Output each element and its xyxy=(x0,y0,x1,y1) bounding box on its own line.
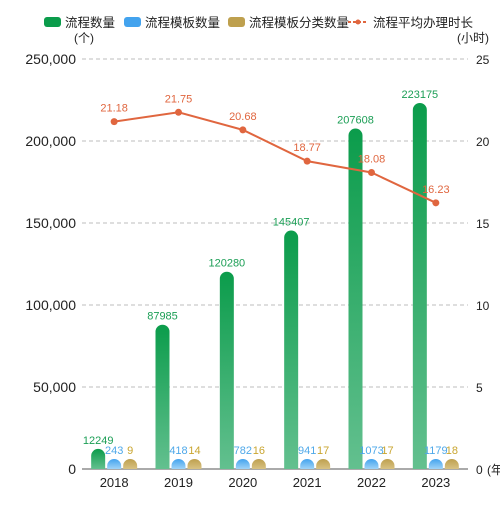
line-value-label: 21.18 xyxy=(100,103,128,115)
line-point xyxy=(368,168,375,176)
bar xyxy=(300,459,315,469)
bar xyxy=(364,459,379,469)
legend-swatch-dot xyxy=(355,19,361,25)
bar-value-label: 782 xyxy=(234,445,252,457)
legend-label: 流程平均办理时长 xyxy=(373,15,474,30)
bar-value-label: 145407 xyxy=(273,217,310,229)
bar xyxy=(251,459,266,469)
bar-value-label: 1073 xyxy=(359,445,383,457)
y-left-tick-label: 250,000 xyxy=(25,51,76,67)
bar xyxy=(428,459,443,469)
bar-value-label: 16 xyxy=(253,445,265,457)
bar-value-label: 87985 xyxy=(147,311,178,323)
y-left-tick-label: 50,000 xyxy=(33,379,76,395)
y-right-tick-label: 20 xyxy=(476,135,490,149)
bar xyxy=(91,448,106,469)
y-right-tick-label: 25 xyxy=(476,53,490,67)
y-right-unit: (小时) xyxy=(457,31,489,45)
line-point xyxy=(239,126,247,134)
bar xyxy=(235,459,250,469)
line-series xyxy=(114,111,437,204)
bar xyxy=(123,459,138,469)
bar xyxy=(380,459,395,469)
bar xyxy=(348,128,363,469)
bar xyxy=(316,459,331,469)
bar xyxy=(155,324,170,469)
y-left-tick-label: 200,000 xyxy=(25,133,76,149)
x-tick-label: 2018 xyxy=(100,475,129,490)
bar-value-label: 223175 xyxy=(401,89,438,101)
line-value-label: 18.77 xyxy=(293,142,321,154)
legend-swatch xyxy=(228,17,245,27)
x-tick-label: 2022 xyxy=(357,475,386,490)
legend-label: 流程模板数量 xyxy=(145,15,220,30)
line-value-label: 21.75 xyxy=(165,93,193,105)
bar xyxy=(412,102,427,470)
bar-value-label: 17 xyxy=(317,445,329,457)
line-point xyxy=(110,118,118,126)
bar xyxy=(219,271,234,469)
bar xyxy=(284,230,299,469)
line-value-label: 20.68 xyxy=(229,111,257,123)
y-left-unit: (个) xyxy=(74,31,94,45)
y-right-tick-label: 15 xyxy=(476,217,490,231)
x-axis-unit: (年 xyxy=(487,463,500,477)
x-tick-label: 2019 xyxy=(164,475,193,490)
bar-value-label: 207608 xyxy=(337,115,374,127)
bar-value-label: 9 xyxy=(127,445,133,457)
bar-value-label: 941 xyxy=(298,445,316,457)
bar xyxy=(187,459,202,469)
bar-value-label: 1179 xyxy=(424,445,448,457)
line-value-label: 18.08 xyxy=(358,153,386,165)
legend-swatch xyxy=(44,17,61,27)
legend-label: 流程数量 xyxy=(65,15,115,30)
x-tick-label: 2023 xyxy=(421,475,450,490)
line-point xyxy=(303,157,311,165)
bar-value-label: 120280 xyxy=(208,258,245,270)
bar-value-label: 14 xyxy=(188,445,200,457)
legend-label: 流程模板分类数量 xyxy=(249,15,349,30)
bar-value-label: 17 xyxy=(381,445,393,457)
x-tick-label: 2021 xyxy=(293,475,322,490)
bar-value-label: 12249 xyxy=(83,435,114,447)
bar-value-label: 243 xyxy=(105,445,123,457)
legend-swatch xyxy=(124,17,141,27)
bar xyxy=(444,459,459,469)
line-point xyxy=(432,199,440,207)
y-right-tick-label: 0 xyxy=(476,463,483,477)
x-tick-label: 2020 xyxy=(228,475,257,490)
y-left-tick-label: 100,000 xyxy=(25,297,76,313)
y-left-tick-label: 150,000 xyxy=(25,215,76,231)
bar-value-label: 418 xyxy=(169,445,187,457)
bar-value-label: 18 xyxy=(446,445,458,457)
y-right-tick-label: 5 xyxy=(476,381,483,395)
y-left-tick-label: 0 xyxy=(68,461,76,477)
line-point xyxy=(175,108,182,116)
line-value-label: 16.23 xyxy=(422,184,450,196)
bar xyxy=(171,459,186,469)
y-right-tick-label: 10 xyxy=(476,299,490,313)
bar xyxy=(107,459,122,469)
